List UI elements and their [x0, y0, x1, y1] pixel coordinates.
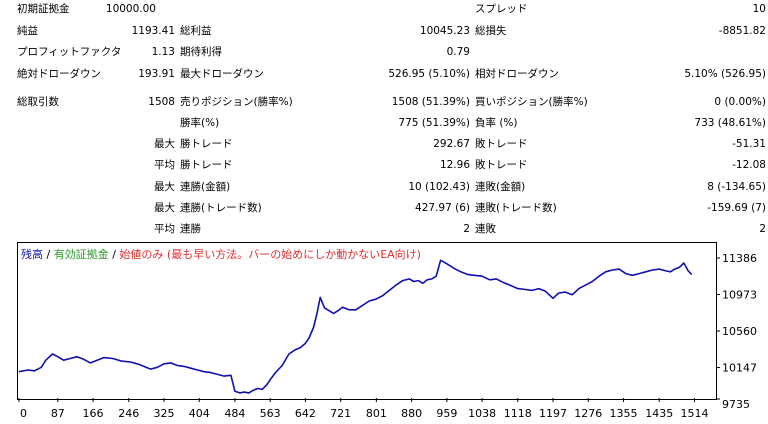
x-tick-label: 880: [401, 407, 422, 420]
avg-win-value: 12.96: [439, 159, 470, 171]
x-tick-label: 1435: [645, 407, 673, 420]
max-prefix-2: 最大: [154, 181, 175, 193]
gross-profit-value: 10045.23: [419, 25, 470, 37]
spread-value: 10: [752, 3, 766, 15]
long-positions-label: 買いポジション(勝率%): [475, 96, 588, 108]
x-tick-label: 1197: [539, 407, 567, 420]
gross-loss-value: -8851.82: [718, 25, 766, 37]
max-consec-wins-value: 10 (102.43): [408, 181, 470, 193]
expected-payoff-value: 0.79: [446, 46, 470, 58]
max-drawdown-label: 最大ドローダウン: [180, 68, 264, 80]
avg-prefix-1: 平均: [154, 159, 175, 171]
avg-consec-wins-value: 2: [463, 223, 470, 235]
short-positions-value: 1508 (51.39%): [391, 96, 470, 108]
y-tick-label: 11386: [722, 252, 757, 265]
x-tick-label: 721: [330, 407, 351, 420]
x-tick-label: 801: [366, 407, 387, 420]
max-consec-profit-label: 連勝(トレード数): [180, 202, 262, 214]
win-pct-value: 775 (51.39%): [398, 117, 470, 129]
x-tick-label: 87: [51, 407, 65, 420]
x-tick-label: 484: [224, 407, 245, 420]
y-tick-label: 10147: [722, 362, 757, 375]
legend-balance: 残高: [21, 248, 43, 261]
net-profit-value: 1193.41: [131, 25, 175, 37]
max-prefix-1: 最大: [154, 138, 175, 150]
abs-drawdown-label: 絶対ドローダウン: [17, 68, 101, 80]
largest-loss-label: 敗トレード: [475, 138, 528, 150]
avg-consec-losses-value: 2: [759, 223, 766, 235]
avg-consec-losses-label: 連敗: [475, 223, 496, 235]
x-tick-label: 1355: [610, 407, 638, 420]
max-consec-loss-label: 連敗(トレード数): [475, 202, 557, 214]
x-tick-label: 1118: [504, 407, 532, 420]
total-trades-value: 1508: [148, 96, 175, 108]
legend-model-note: 始値のみ (最も早い方法。バーの始めにしか動かないEA向け): [119, 248, 421, 261]
initial-deposit-label: 初期証拠金: [17, 3, 70, 15]
x-tick-label: 0: [20, 407, 27, 420]
largest-win-value: 292.67: [433, 138, 470, 150]
gross-profit-label: 総利益: [180, 25, 212, 37]
avg-loss-label: 敗トレード: [475, 159, 528, 171]
loss-pct-value: 733 (48.61%): [694, 117, 766, 129]
x-tick-label: 166: [83, 407, 104, 420]
x-tick-label: 642: [295, 407, 316, 420]
x-tick-label: 1514: [680, 407, 708, 420]
legend-separator: /: [43, 248, 54, 261]
initial-deposit-value: 10000.00: [105, 3, 156, 15]
x-tick-label: 959: [436, 407, 457, 420]
avg-loss-value: -12.08: [732, 159, 766, 171]
expected-payoff-label: 期待利得: [180, 46, 222, 58]
max-consec-wins-label: 連勝(金額): [180, 181, 231, 193]
y-tick-label: 10560: [722, 325, 757, 338]
loss-pct-label: 負率 (%): [475, 117, 518, 129]
legend-equity: 有効証拠金: [53, 248, 109, 261]
max-prefix-3: 最大: [154, 202, 175, 214]
spread-label: スプレッド: [475, 3, 528, 15]
profit-factor-value: 1.13: [151, 46, 175, 58]
max-consec-profit-value: 427.97 (6): [415, 202, 470, 214]
y-tick-label: 9735: [722, 398, 750, 411]
x-tick-label: 563: [260, 407, 281, 420]
net-profit-label: 純益: [17, 25, 38, 37]
x-tick-label: 325: [154, 407, 175, 420]
long-positions-value: 0 (0.00%): [714, 96, 766, 108]
series-line-balance: [18, 259, 693, 394]
x-tick-label: 404: [189, 407, 210, 420]
chart-legend: 残高 / 有効証拠金 / 始値のみ (最も早い方法。バーの始めにしか動かないEA…: [21, 246, 421, 262]
y-tick-label: 10973: [722, 289, 757, 302]
largest-loss-value: -51.31: [732, 138, 766, 150]
x-tick-label: 246: [118, 407, 139, 420]
equity-chart-frame: [17, 242, 717, 400]
rel-drawdown-label: 相対ドローダウン: [475, 68, 559, 80]
max-consec-losses-label: 連敗(金額): [475, 181, 526, 193]
abs-drawdown-value: 193.91: [138, 68, 175, 80]
x-tick-label: 1038: [468, 407, 496, 420]
avg-consec-wins-label: 連勝: [180, 223, 201, 235]
max-consec-loss-value: -159.69 (7): [707, 202, 766, 214]
legend-separator: /: [108, 248, 120, 261]
largest-win-label: 勝トレード: [180, 138, 233, 150]
total-trades-label: 総取引数: [17, 96, 59, 108]
max-consec-losses-value: 8 (-134.65): [707, 181, 766, 193]
max-drawdown-value: 526.95 (5.10%): [388, 68, 470, 80]
short-positions-label: 売りポジション(勝率%): [180, 96, 293, 108]
gross-loss-label: 総損失: [475, 25, 507, 37]
x-tick-label: 1276: [574, 407, 602, 420]
rel-drawdown-value: 5.10% (526.95): [684, 68, 766, 80]
avg-prefix-2: 平均: [154, 223, 175, 235]
avg-win-label: 勝トレード: [180, 159, 233, 171]
win-pct-label: 勝率(%): [180, 117, 220, 129]
profit-factor-label: プロフィットファクタ: [17, 46, 122, 58]
